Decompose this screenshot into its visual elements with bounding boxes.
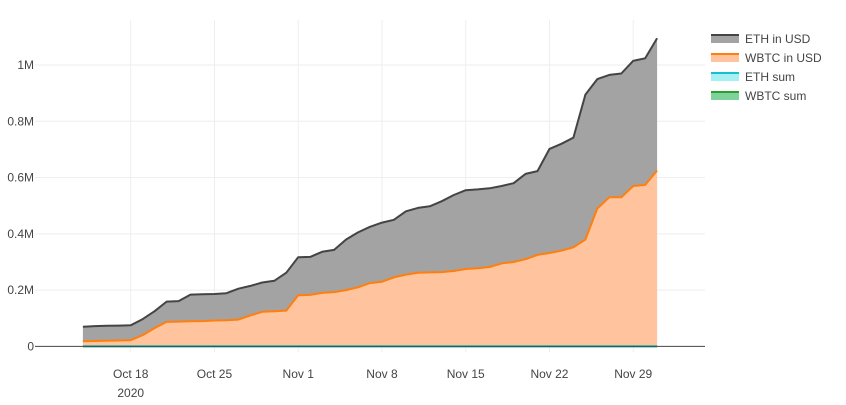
x-tick-label: Oct 25 (197, 367, 233, 381)
legend-label: ETH sum (745, 70, 795, 84)
x-tick-sublabel: 2020 (117, 386, 144, 400)
legend-item-wbtc-in-usd: WBTC in USD (711, 51, 822, 65)
x-tick-label: Nov 15 (447, 367, 485, 381)
x-tick-label: Nov 29 (614, 367, 652, 381)
legend-label: ETH in USD (745, 32, 811, 46)
y-tick-label: 0.4M (7, 227, 34, 241)
x-tick-label: Nov 8 (366, 367, 398, 381)
area-eth-in-usd (82, 38, 658, 342)
legend-label: WBTC in USD (745, 51, 822, 65)
legend-swatch-fill (711, 54, 739, 62)
legend-item-eth-sum: ETH sum (711, 70, 795, 84)
y-tick-label: 0.8M (7, 114, 34, 128)
legend-label: WBTC sum (745, 89, 806, 103)
legend-swatch-fill (711, 73, 739, 81)
x-axis: Oct 18 2020 Oct 25 Nov 1 Nov 8 Nov 15 Nov 22 No… (113, 367, 653, 400)
x-tick-label: Oct 18 (113, 367, 149, 381)
area-wbtc-in-usd (82, 170, 658, 347)
y-tick-label: 0.6M (7, 171, 34, 185)
y-axis: 0 0.2M 0.4M 0.6M 0.8M 1M (7, 58, 34, 353)
legend: ETH in USD WBTC in USD ETH sum WBTC sum (711, 32, 822, 103)
line-eth-in-usd (82, 37, 658, 328)
y-tick-label: 1M (17, 58, 34, 72)
legend-swatch-fill (711, 92, 739, 100)
legend-item-wbtc-sum: WBTC sum (711, 89, 806, 103)
series-areas (82, 38, 658, 347)
x-tick-label: Nov 22 (530, 367, 568, 381)
y-tick-label: 0.2M (7, 283, 34, 297)
legend-item-eth-in-usd: ETH in USD (711, 32, 811, 46)
y-tick-label: 0 (27, 339, 34, 353)
legend-swatch-fill (711, 35, 739, 43)
line-wbtc-in-usd (82, 169, 658, 343)
x-tick-label: Nov 1 (283, 367, 315, 381)
